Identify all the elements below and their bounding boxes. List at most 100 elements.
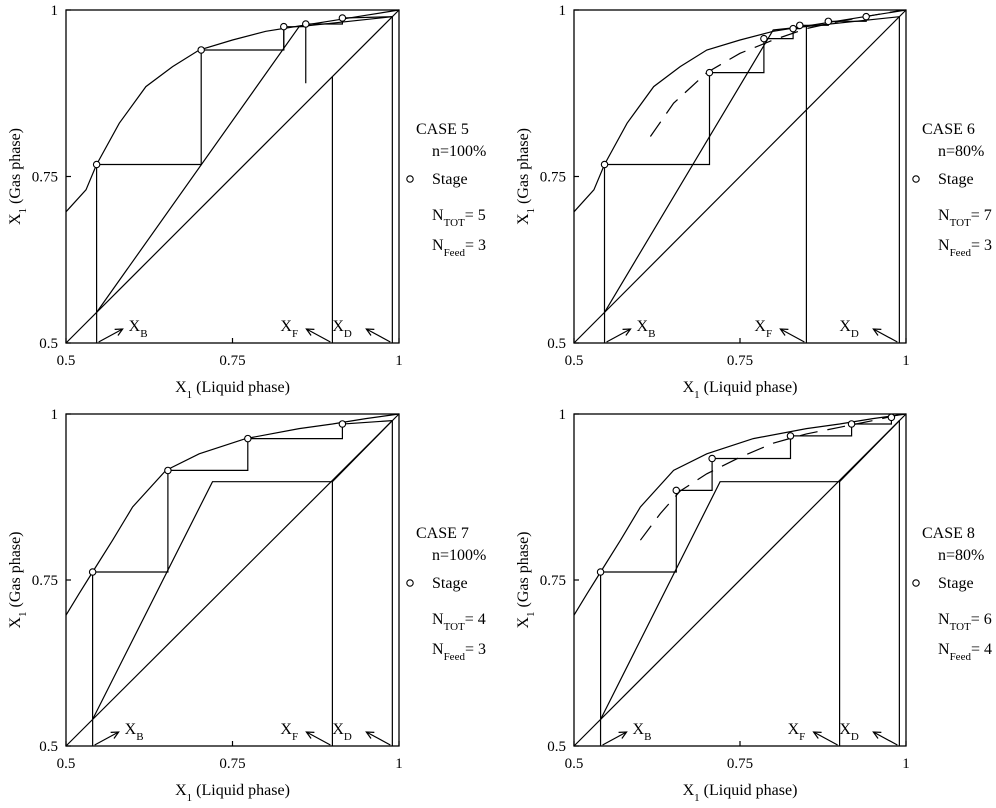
equilibrium-curve xyxy=(573,9,907,213)
stage-marker xyxy=(862,12,870,21)
pseudo-equilibrium-curve xyxy=(639,414,900,541)
stage-marker xyxy=(92,160,101,169)
stage-marker xyxy=(244,434,252,443)
ntot-label: NTOT= 5 xyxy=(432,207,486,229)
xd-arrow xyxy=(366,328,391,343)
case-title: CASE 7 xyxy=(416,525,469,542)
x-tick-label: 0.75 xyxy=(219,353,245,369)
y-tick-label: 0.75 xyxy=(32,573,58,589)
nfeed-label: NFeed= 3 xyxy=(432,237,486,259)
stage-marker xyxy=(760,34,768,43)
xd-arrow-head xyxy=(872,328,882,336)
xb-label: XB xyxy=(637,318,656,340)
efficiency-label: n=80% xyxy=(938,143,984,160)
y-tick-label: 0.75 xyxy=(32,170,58,186)
equilibrium-curve xyxy=(65,9,400,213)
x-tick-label: 1 xyxy=(902,353,910,369)
xd-arrow xyxy=(873,731,898,746)
case-title: CASE 6 xyxy=(922,121,975,138)
chart-panel-4: 0.50.5 0.75 0.75 1 1 X1 (Liquid phase) X1 (Gas… xyxy=(515,407,992,804)
xf-label: XF xyxy=(788,721,806,743)
xf-arrow-head xyxy=(305,328,315,336)
legend-stage-label: Stage xyxy=(432,171,468,188)
xd-arrow xyxy=(366,731,391,746)
y-axis-label: X1 (Gas phase) xyxy=(515,531,537,628)
xd-arrow-head xyxy=(365,328,375,336)
diagonal-line xyxy=(65,413,400,747)
xb-arrow xyxy=(94,731,119,746)
legend-stage-marker xyxy=(912,175,920,183)
stage-marker xyxy=(847,420,856,428)
legend-stage-marker xyxy=(912,579,920,587)
stage-marker xyxy=(708,454,716,463)
chart-panel-2: 0.50.5 0.75 0.75 1 1 X1 (Liquid phase) X1 (Gas… xyxy=(515,3,992,401)
equilibrium-curve xyxy=(65,413,400,616)
xf-arrow xyxy=(813,731,838,746)
legend-stage-marker xyxy=(406,579,414,587)
y-tick-label: 1 xyxy=(559,407,567,423)
xb-arrow xyxy=(606,328,631,343)
diagonal-line xyxy=(65,9,400,344)
stage-marker xyxy=(88,568,97,576)
xd-label: XD xyxy=(332,318,352,340)
stage-marker xyxy=(338,14,347,22)
stage-staircase xyxy=(91,420,393,720)
xd-arrow-head xyxy=(872,731,882,739)
chart-panel-3: 0.50.5 0.75 0.75 1 1 X1 (Liquid phase) X1 (Gas… xyxy=(7,407,486,804)
efficiency-label: n=100% xyxy=(432,547,486,564)
stage-marker xyxy=(164,466,172,475)
stage-marker xyxy=(596,568,605,576)
xf-arrow-head xyxy=(812,731,822,739)
stage-marker xyxy=(705,68,714,77)
y-tick-label: 0.5 xyxy=(39,739,58,755)
xb-arrow-head xyxy=(622,328,632,336)
diagonal-line xyxy=(573,413,907,747)
xf-arrow-head xyxy=(305,731,315,739)
xf-arrow xyxy=(306,731,331,746)
xd-label: XD xyxy=(332,721,352,743)
y-tick-label: 0.5 xyxy=(547,739,566,755)
operating-line xyxy=(92,420,393,720)
legend-stage-marker xyxy=(406,175,414,183)
x-axis-label: X1 (Liquid phase) xyxy=(175,782,290,804)
x-tick-label: 0.75 xyxy=(727,756,753,772)
xf-label: XF xyxy=(754,318,772,340)
stage-marker xyxy=(338,420,347,428)
xd-arrow xyxy=(873,328,898,343)
stage-marker xyxy=(197,46,205,54)
x-tick-label: 0.5 xyxy=(565,756,584,772)
nfeed-label: NFeed= 3 xyxy=(938,237,992,259)
y-axis-label: X1 (Gas phase) xyxy=(515,128,537,225)
stage-marker xyxy=(302,20,310,28)
equilibrium-curve xyxy=(573,413,907,616)
y-tick-label: 0.75 xyxy=(540,170,566,186)
xb-arrow-head xyxy=(110,731,120,739)
x-axis-label: X1 (Liquid phase) xyxy=(175,379,290,401)
legend-stage-label: Stage xyxy=(938,575,974,592)
operating-line xyxy=(600,420,900,720)
stage-staircase xyxy=(603,16,867,313)
x-tick-label: 1 xyxy=(902,756,910,772)
y-tick-label: 1 xyxy=(559,3,567,19)
xb-arrow-head xyxy=(618,731,628,739)
case-title: CASE 8 xyxy=(922,525,975,542)
x-tick-label: 1 xyxy=(395,353,403,369)
x-tick-label: 0.5 xyxy=(57,756,76,772)
y-axis-label: X1 (Gas phase) xyxy=(7,128,29,225)
stage-marker xyxy=(887,413,896,422)
ntot-label: NTOT= 4 xyxy=(432,611,486,633)
xb-label: XB xyxy=(633,721,652,743)
y-axis-label: X1 (Gas phase) xyxy=(7,531,29,628)
x-tick-label: 0.5 xyxy=(565,353,584,369)
x-tick-label: 0.75 xyxy=(727,353,753,369)
ntot-label: NTOT= 6 xyxy=(938,611,992,633)
stage-marker xyxy=(786,432,795,440)
xf-arrow xyxy=(306,328,331,343)
y-tick-label: 0.5 xyxy=(39,336,58,352)
stage-staircase xyxy=(599,417,893,720)
x-axis-label: X1 (Liquid phase) xyxy=(683,782,798,804)
y-tick-label: 0.5 xyxy=(547,336,566,352)
ntot-label: NTOT= 7 xyxy=(938,207,992,229)
y-tick-label: 1 xyxy=(51,3,59,19)
